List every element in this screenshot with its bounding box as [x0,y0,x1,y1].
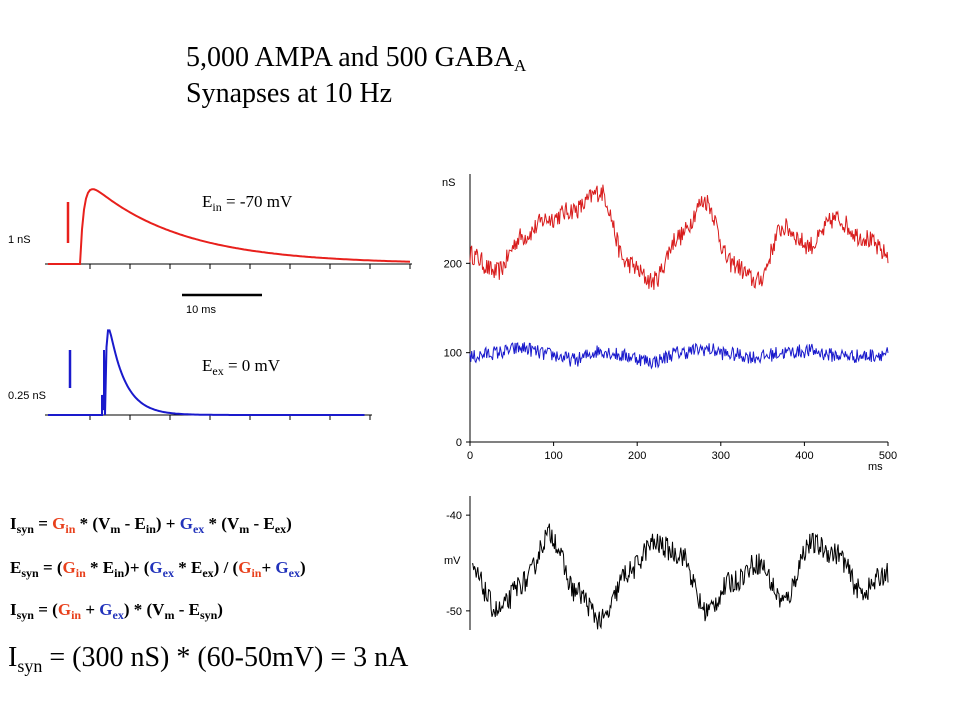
excitatory-total-conductance-series [469,342,889,370]
inhibitory-conductance-trace [48,188,411,265]
equation-isyn-simplified: Isyn = (Gin + Gex) * (Vm - Esyn) [10,600,223,622]
excitatory-reversal-label: Eex = 0 mV [202,356,281,378]
title-line-1: 5,000 AMPA and 500 GABAA [186,42,527,75]
equation-isyn-numeric: Isyn = (300 nS) * (60-50mV) = 3 nA [8,642,409,676]
conductance-y-tick-label: 200 [444,258,462,270]
vm-y-tick-label: -40 [446,510,462,522]
equation-isyn-expanded: Isyn = Gin * (Vm - Ein) + Gex * (Vm - Ee… [10,514,292,536]
slide-title: 5,000 AMPA and 500 GABAA Synapses at 10 … [186,40,526,112]
equation-esyn: Esyn = (Gin * Ein)+ (Gex * Eex) / (Gin+ … [10,558,306,580]
conductance-x-tick-label: 400 [795,450,813,462]
conductance-x-axis-label: ms [868,461,883,473]
inhibitory-scale-label: 1 nS [8,234,31,246]
unitary-conductance-traces: 1 nS 10 ms 0.25 nS [8,188,412,420]
membrane-potential-chart: -40 -50 mV [444,496,889,630]
title-line-2: Synapses at 10 Hz [186,78,393,109]
excitatory-conductance-trace [48,329,365,416]
time-scale-label: 10 ms [186,304,216,316]
excitatory-scale-label: 0.25 nS [8,390,46,402]
inhibitory-total-conductance-series [469,184,889,290]
membrane-potential-series [472,523,889,630]
total-conductance-chart: nS 0 100 200 0 100 200 300 400 500 ms [442,174,897,473]
conductance-x-tick-label: 200 [628,450,646,462]
conductance-y-axis-label: nS [442,177,455,189]
conductance-x-tick-label: 100 [544,450,562,462]
conductance-y-tick-label: 0 [456,437,462,449]
vm-y-tick-label: -50 [446,606,462,618]
conductance-x-tick-label: 300 [712,450,730,462]
excitatory-trace-panel: 0.25 nS [8,329,372,420]
conductance-y-tick-label: 100 [444,348,462,360]
conductance-x-tick-label: 0 [467,450,473,462]
conductance-x-tick-label: 500 [879,450,897,462]
inhibitory-trace-panel: 1 nS [8,188,412,269]
vm-y-axis-label: mV [444,555,461,567]
inhibitory-reversal-label: Ein = -70 mV [202,192,293,214]
